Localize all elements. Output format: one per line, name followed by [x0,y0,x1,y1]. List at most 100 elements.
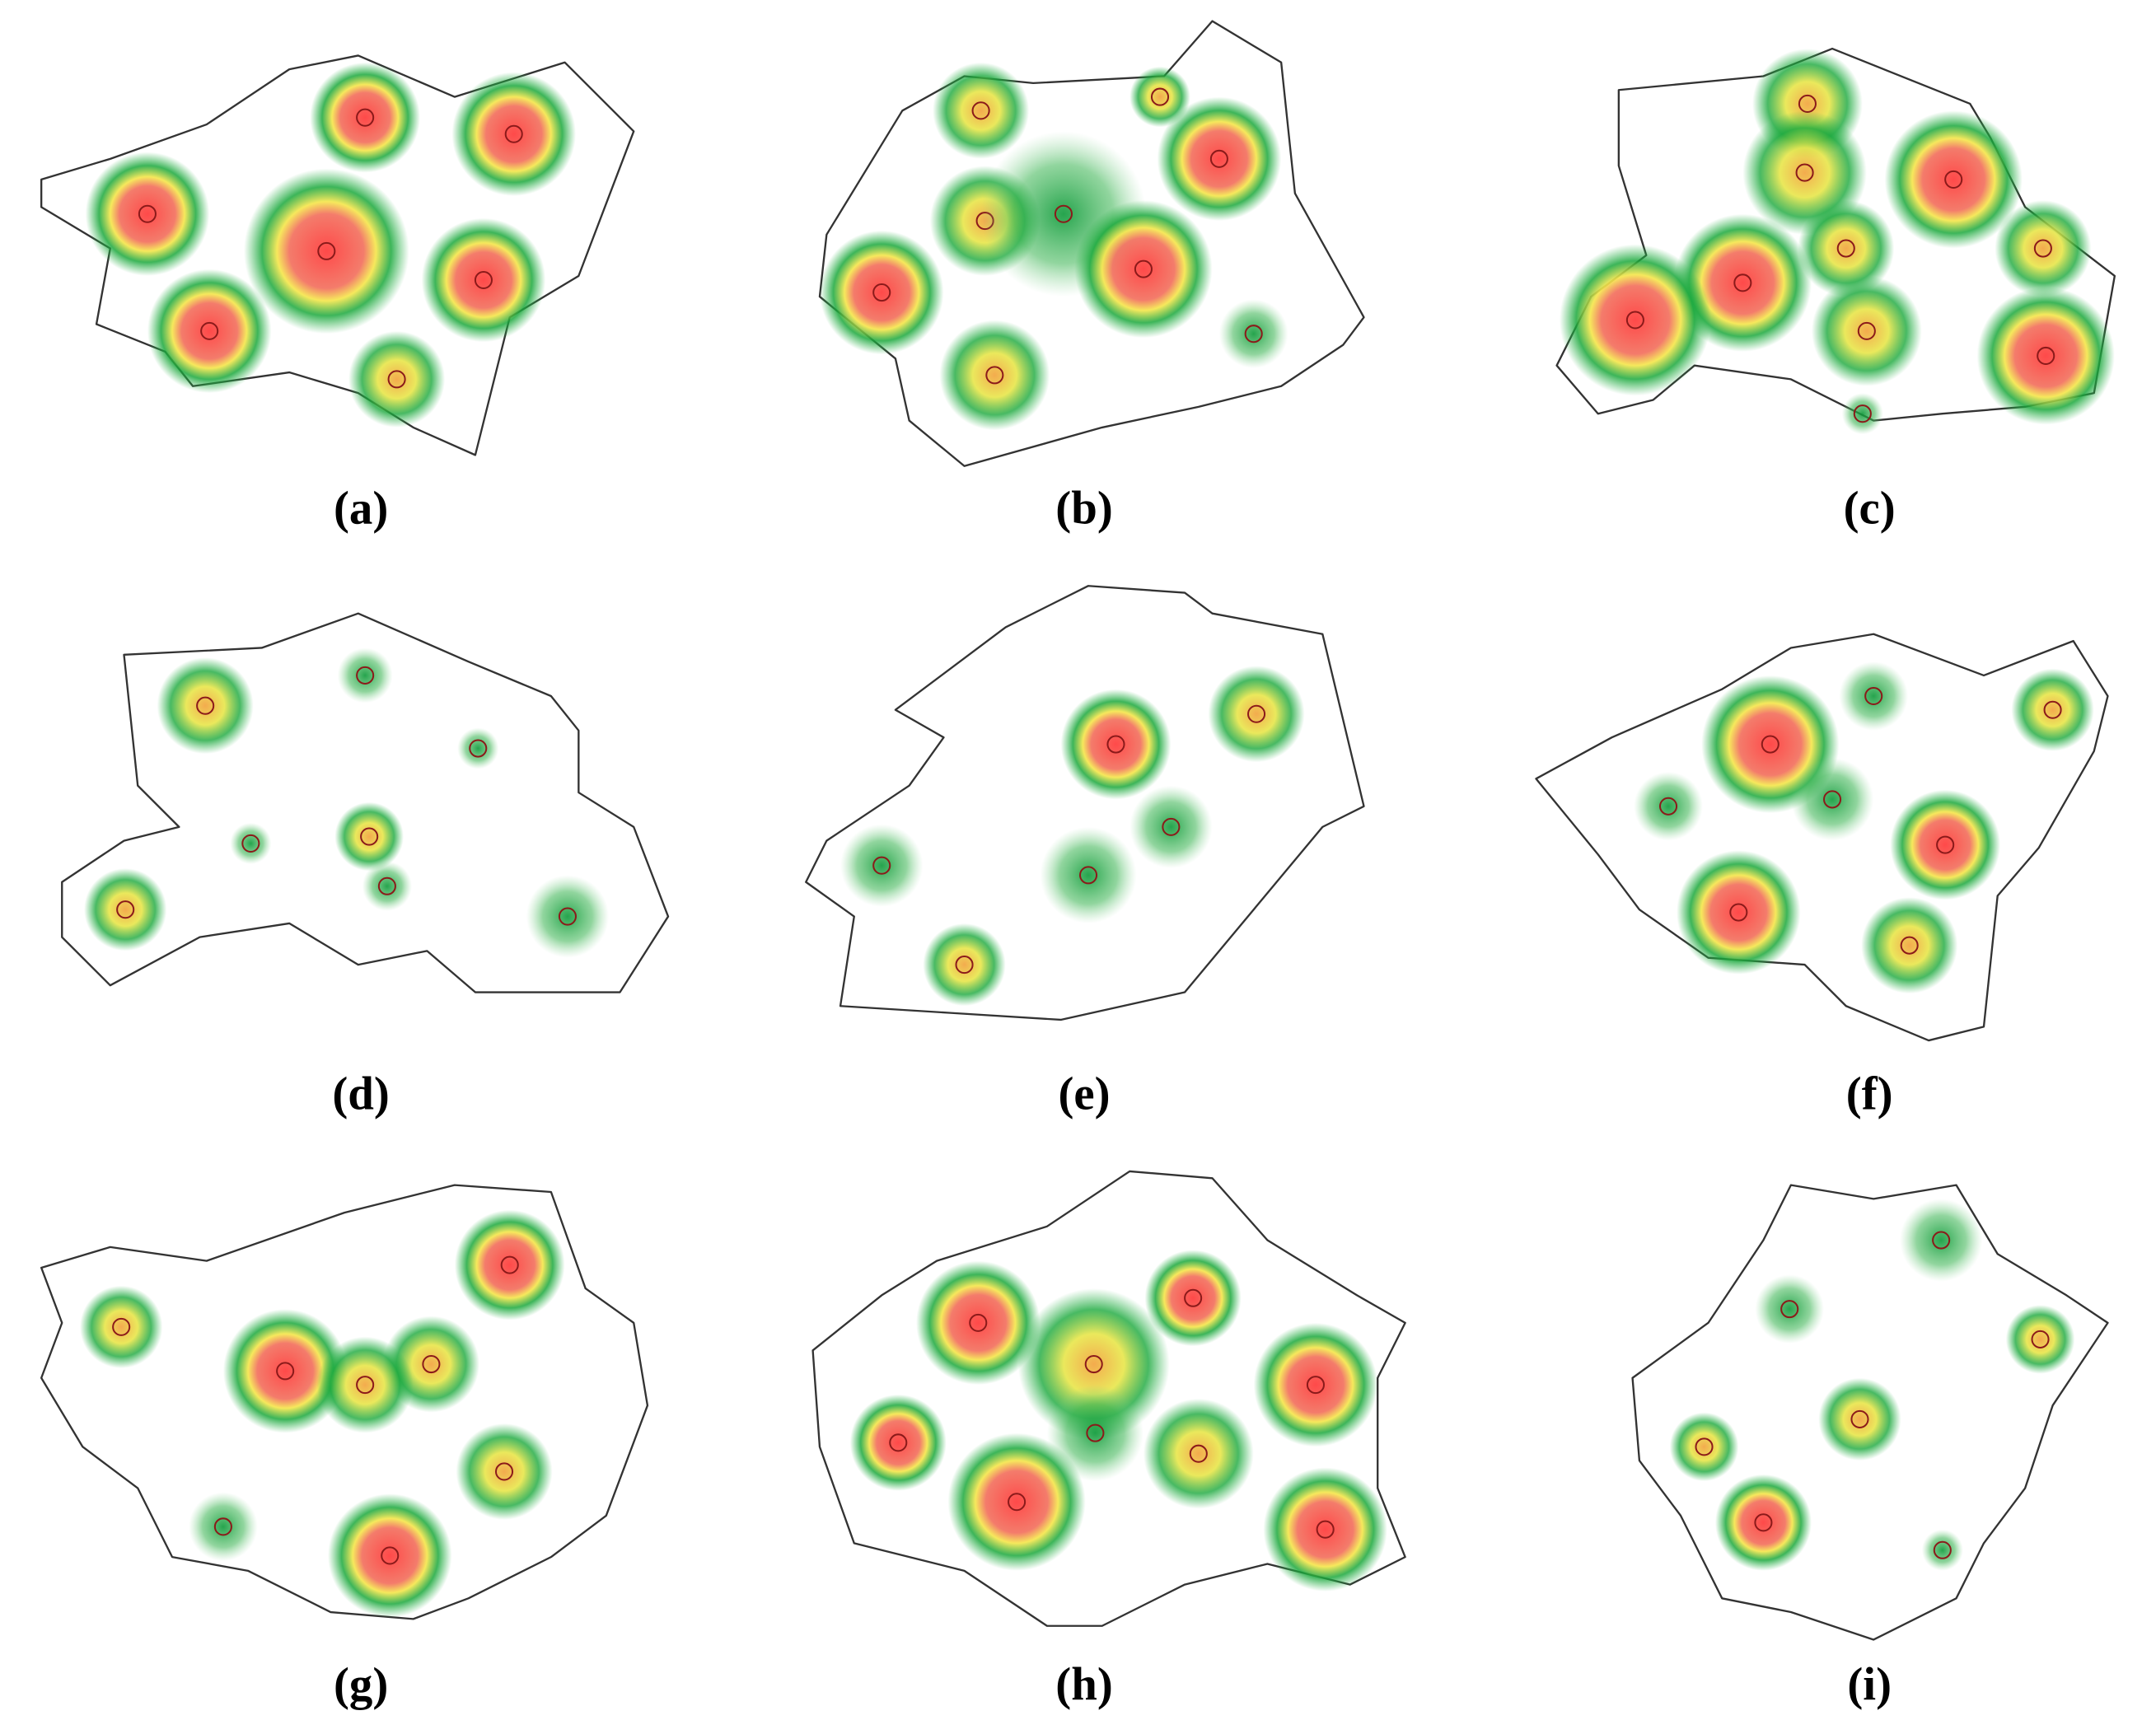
site-marker [196,696,215,715]
site-marker [1134,259,1153,278]
heat-spot [457,727,499,769]
site-marker [1754,1513,1773,1532]
heat-spot [230,822,272,865]
site-marker [377,876,396,895]
site-marker [1306,1376,1325,1395]
panel-label: (c) [1844,483,1896,535]
heat-spot [2005,1305,2075,1374]
heat-spot [334,802,404,872]
site-marker [500,1255,519,1274]
site-marker [1853,404,1872,423]
heat-spot [1157,96,1282,222]
site-marker [1150,87,1170,106]
site-marker [276,1362,295,1381]
site-marker [317,241,336,260]
heat-spot [947,1433,1086,1571]
heat-spot [451,72,576,196]
site-marker [2037,346,2055,366]
site-marker [1857,321,1876,340]
site-marker [1795,163,1814,182]
heat-spot [189,1492,258,1562]
site-marker [112,1317,131,1336]
heat-spot [222,1309,348,1433]
heat-spot [1669,1412,1739,1482]
site-marker [1761,735,1780,754]
site-marker [1695,1437,1714,1456]
site-marker [422,1354,441,1374]
heat-spot [1559,244,1711,396]
map-panel [1555,47,2116,435]
heat-spot [840,824,924,907]
site-marker [969,1313,988,1332]
heat-spot [348,330,446,428]
site-marker [241,834,260,853]
heat-spot [819,230,944,355]
site-marker [558,907,577,926]
heat-spot [1921,1529,1963,1571]
site-marker [356,666,375,685]
heat-spot [1263,1467,1387,1591]
site-marker [356,108,375,127]
panel-label: (e) [1058,1068,1110,1119]
map-panel [1631,1184,2109,1641]
heat-spot [916,1260,1041,1386]
heat-spot [79,1285,163,1369]
map-panel [40,1184,649,1620]
site-marker [1316,1520,1335,1539]
heat-spot [1841,393,1883,435]
site-marker [1054,204,1073,223]
site-marker [1733,273,1752,292]
site-marker [1244,325,1263,344]
heat-spot [1144,1250,1242,1347]
heat-spot [316,1336,414,1433]
heat-spot [454,1209,565,1320]
heat-spot [1634,771,1703,841]
panel-label: (d) [332,1068,389,1119]
heat-spot [84,868,167,951]
heat-spot [1884,110,2023,249]
site-marker [387,370,406,389]
site-marker [116,900,135,919]
site-marker [1900,936,1919,955]
heat-spot [1714,1474,1812,1571]
site-marker [1850,1409,1869,1428]
site-marker [971,101,990,120]
heat-spot [933,62,1030,159]
site-marker [1086,1423,1105,1442]
site-marker [1209,149,1228,168]
panel-label: (h) [1055,1659,1112,1711]
site-marker [955,956,974,975]
heat-spot [421,217,546,343]
heat-spot [147,269,272,394]
site-marker [1936,835,1955,854]
heat-spot [1811,275,1922,386]
map-panel [811,1170,1406,1627]
heat-spot [1976,287,2115,425]
heat-spot [526,875,610,958]
site-marker [1184,1288,1203,1307]
site-marker [200,321,219,340]
heat-spot [85,152,210,276]
site-marker [1625,311,1644,330]
site-marker [1933,1540,1952,1559]
heat-spot [1890,789,2001,900]
site-marker [1162,817,1181,836]
site-marker [2033,239,2052,258]
site-marker [1729,903,1748,922]
heat-spot [1074,200,1213,339]
site-marker [2031,1330,2050,1348]
heat-spot [923,923,1006,1007]
heat-spot [243,168,409,334]
heat-spot [1060,689,1172,800]
site-marker [1084,1354,1103,1374]
site-marker [1932,1231,1951,1250]
map-panel [40,54,635,456]
map-panel [805,585,1365,1021]
heat-spot [1040,826,1137,923]
site-marker [360,827,379,846]
heat-spot [456,1423,553,1520]
site-marker [1780,1300,1799,1319]
site-marker [504,124,523,143]
site-marker [889,1433,908,1452]
